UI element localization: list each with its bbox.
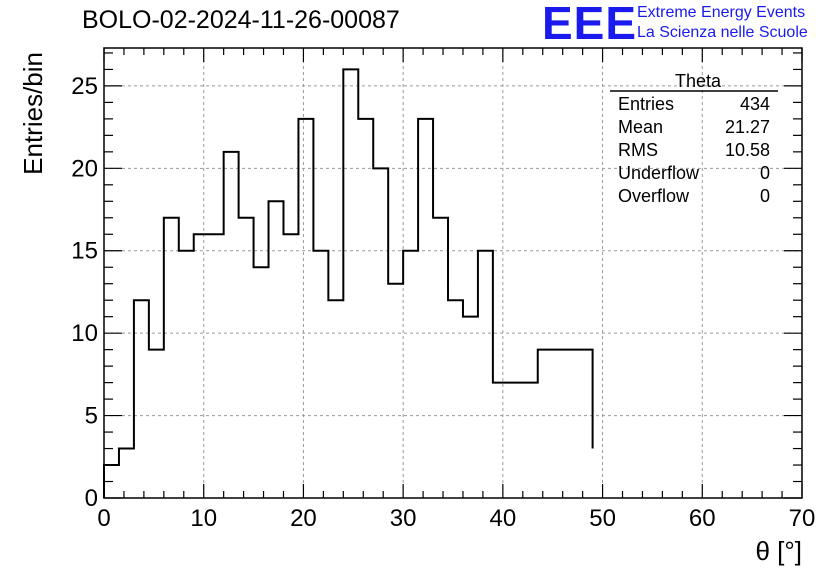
- histogram-bin: [403, 251, 418, 498]
- x-tick-label: 60: [689, 505, 716, 532]
- stats-value: 21.27: [725, 117, 770, 137]
- y-tick-label: 5: [85, 403, 98, 430]
- y-tick-label: 25: [71, 73, 98, 100]
- x-tick-label: 40: [490, 505, 517, 532]
- stats-label: RMS: [618, 140, 658, 160]
- histogram-bin: [448, 300, 463, 498]
- plot-title: BOLO-02-2024-11-26-00087: [82, 6, 400, 34]
- stats-value: 0: [760, 186, 770, 206]
- x-tick-label: 50: [589, 505, 616, 532]
- histogram-bin: [493, 383, 538, 498]
- histogram-bin: [343, 69, 358, 498]
- histogram-bin: [134, 300, 149, 498]
- histogram-bin: [179, 251, 194, 498]
- stats-title: Theta: [675, 71, 722, 91]
- histogram-bin: [463, 317, 478, 498]
- x-tick-label: 70: [789, 505, 816, 532]
- logo-line-2: La Scienza nelle Scuole: [637, 24, 808, 41]
- histogram-bin: [313, 251, 328, 498]
- histogram-bin: [254, 267, 269, 498]
- x-tick-label: 20: [290, 505, 317, 532]
- histogram-bin: [478, 251, 493, 498]
- y-axis-label: Entries/bin: [18, 52, 48, 175]
- histogram-bin: [433, 218, 448, 498]
- histogram-bin: [328, 300, 343, 498]
- y-tick-label: 20: [71, 155, 98, 182]
- histogram-bin: [239, 218, 254, 498]
- x-tick-label: 10: [190, 505, 217, 532]
- plot-frame: [103, 47, 803, 499]
- histogram-bin: [119, 449, 134, 498]
- histogram-series: [103, 68, 594, 498]
- histogram-bin: [149, 350, 164, 498]
- stats-label: Overflow: [618, 186, 690, 206]
- histogram-bin: [298, 119, 313, 498]
- y-tick-label: 10: [71, 320, 98, 347]
- histogram-bin: [194, 234, 209, 498]
- histogram-bin: [388, 284, 403, 498]
- histogram-bin: [358, 119, 373, 498]
- x-tick-label: 0: [97, 505, 110, 532]
- x-tick-label: 30: [390, 505, 417, 532]
- histogram-bin: [164, 218, 179, 498]
- x-axis-label: θ [°]: [755, 536, 802, 566]
- histogram-bin: [269, 201, 284, 498]
- histogram-bin: [418, 119, 433, 498]
- stats-label: Mean: [618, 117, 663, 137]
- histogram-bin: [283, 234, 298, 498]
- y-tick-label: 15: [71, 238, 98, 265]
- histogram-bin: [224, 152, 239, 498]
- stats-value: 10.58: [725, 140, 770, 160]
- stats-value: 0: [760, 163, 770, 183]
- eee-logo: EEE: [542, 0, 638, 49]
- stats-label: Underflow: [618, 163, 700, 183]
- y-tick-label: 0: [85, 485, 98, 512]
- histogram-bin: [538, 350, 593, 498]
- histogram-bin: [209, 234, 224, 498]
- stats-value: 434: [740, 94, 770, 114]
- logo-line-1: Extreme Energy Events: [637, 4, 806, 21]
- stats-label: Entries: [618, 94, 674, 114]
